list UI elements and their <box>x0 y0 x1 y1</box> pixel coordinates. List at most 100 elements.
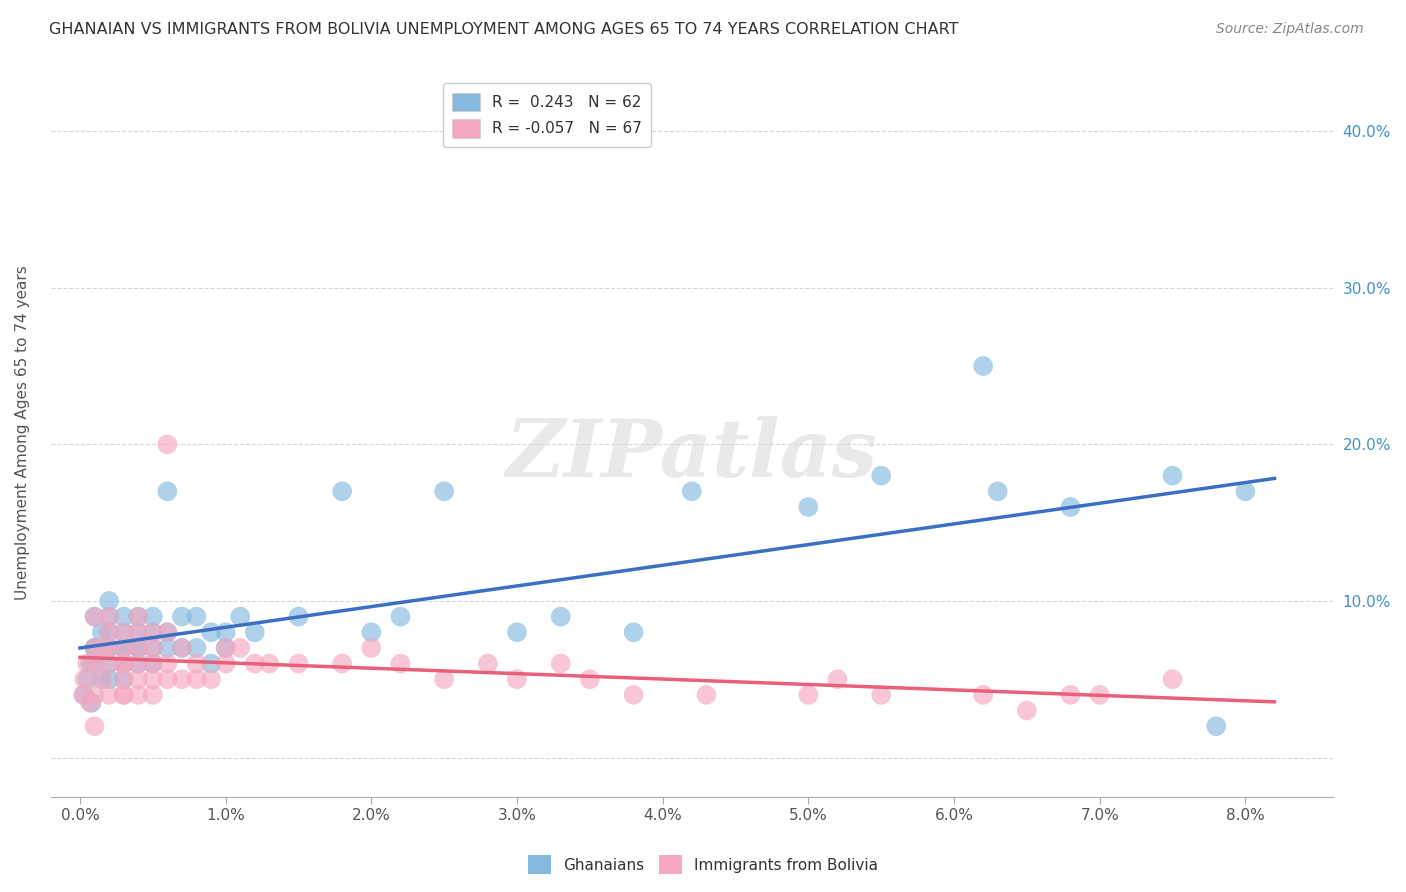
Point <box>1088 688 1111 702</box>
Point <box>127 672 149 686</box>
Legend: R =  0.243   N = 62, R = -0.057   N = 67: R = 0.243 N = 62, R = -0.057 N = 67 <box>443 84 651 146</box>
Point <box>433 484 456 499</box>
Point <box>83 640 105 655</box>
Point <box>80 696 103 710</box>
Point <box>112 625 135 640</box>
Point <box>287 609 309 624</box>
Point <box>797 500 820 514</box>
Point <box>98 672 121 686</box>
Point <box>170 640 193 655</box>
Point <box>229 640 252 655</box>
Point <box>170 672 193 686</box>
Point <box>433 672 456 686</box>
Point <box>623 688 645 702</box>
Point <box>360 640 382 655</box>
Point <box>83 688 105 702</box>
Point <box>127 625 149 640</box>
Point <box>127 625 149 640</box>
Point <box>142 688 165 702</box>
Point <box>550 609 572 624</box>
Point <box>112 657 135 671</box>
Point <box>142 609 165 624</box>
Point <box>156 625 179 640</box>
Point <box>214 640 236 655</box>
Point <box>112 657 135 671</box>
Point <box>98 640 121 655</box>
Point <box>695 688 717 702</box>
Point <box>83 719 105 733</box>
Point <box>797 688 820 702</box>
Point <box>550 657 572 671</box>
Point <box>214 640 236 655</box>
Point <box>98 609 121 624</box>
Point <box>243 657 266 671</box>
Point <box>127 609 149 624</box>
Point <box>389 657 412 671</box>
Point <box>127 657 149 671</box>
Text: GHANAIAN VS IMMIGRANTS FROM BOLIVIA UNEMPLOYMENT AMONG AGES 65 TO 74 YEARS CORRE: GHANAIAN VS IMMIGRANTS FROM BOLIVIA UNEM… <box>49 22 959 37</box>
Point <box>79 696 101 710</box>
Legend: Ghanaians, Immigrants from Bolivia: Ghanaians, Immigrants from Bolivia <box>522 849 884 880</box>
Point <box>90 625 112 640</box>
Point <box>170 609 193 624</box>
Point <box>98 640 121 655</box>
Point <box>83 657 105 671</box>
Point <box>98 594 121 608</box>
Point <box>870 468 893 483</box>
Point <box>186 657 208 671</box>
Point <box>156 484 179 499</box>
Point <box>127 640 149 655</box>
Point <box>870 688 893 702</box>
Point <box>142 625 165 640</box>
Point <box>214 657 236 671</box>
Point <box>506 625 529 640</box>
Point <box>1205 719 1227 733</box>
Point <box>156 625 179 640</box>
Point <box>200 625 222 640</box>
Point <box>142 657 165 671</box>
Point <box>142 672 165 686</box>
Y-axis label: Unemployment Among Ages 65 to 74 years: Unemployment Among Ages 65 to 74 years <box>15 265 30 600</box>
Point <box>681 484 703 499</box>
Point <box>506 672 529 686</box>
Point <box>287 657 309 671</box>
Point <box>83 640 105 655</box>
Point <box>73 688 96 702</box>
Point <box>330 484 353 499</box>
Point <box>186 609 208 624</box>
Point <box>98 609 121 624</box>
Point <box>112 657 135 671</box>
Point <box>112 640 135 655</box>
Point <box>127 609 149 624</box>
Point <box>83 609 105 624</box>
Point <box>127 688 149 702</box>
Point <box>579 672 602 686</box>
Point <box>156 640 179 655</box>
Point <box>229 609 252 624</box>
Point <box>330 657 353 671</box>
Point <box>156 672 179 686</box>
Point <box>186 672 208 686</box>
Point <box>76 657 98 671</box>
Text: Source: ZipAtlas.com: Source: ZipAtlas.com <box>1216 22 1364 37</box>
Point <box>200 672 222 686</box>
Point <box>90 640 112 655</box>
Point <box>83 640 105 655</box>
Point <box>112 657 135 671</box>
Point <box>112 609 135 624</box>
Point <box>127 657 149 671</box>
Point <box>83 609 105 624</box>
Point <box>243 625 266 640</box>
Point <box>170 640 193 655</box>
Point <box>79 657 101 671</box>
Point <box>112 625 135 640</box>
Point <box>127 640 149 655</box>
Point <box>1059 688 1081 702</box>
Point <box>112 640 135 655</box>
Point <box>112 672 135 686</box>
Point <box>142 657 165 671</box>
Point <box>259 657 281 671</box>
Point <box>1161 468 1184 483</box>
Point <box>214 625 236 640</box>
Point <box>142 640 165 655</box>
